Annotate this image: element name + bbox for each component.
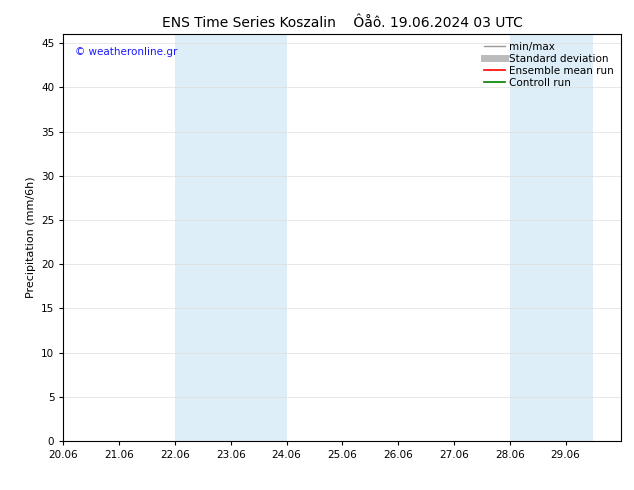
Y-axis label: Precipitation (mm/6h): Precipitation (mm/6h) [25,177,36,298]
Text: © weatheronline.gr: © weatheronline.gr [75,47,177,56]
Bar [510,34,593,441]
Bar [175,34,287,441]
Title: ENS Time Series Koszalin    Ôåô. 19.06.2024 03 UTC: ENS Time Series Koszalin Ôåô. 19.06.2024… [162,16,523,30]
Legend: min/max, Standard deviation, Ensemble mean run, Controll run: min/max, Standard deviation, Ensemble me… [482,40,616,90]
